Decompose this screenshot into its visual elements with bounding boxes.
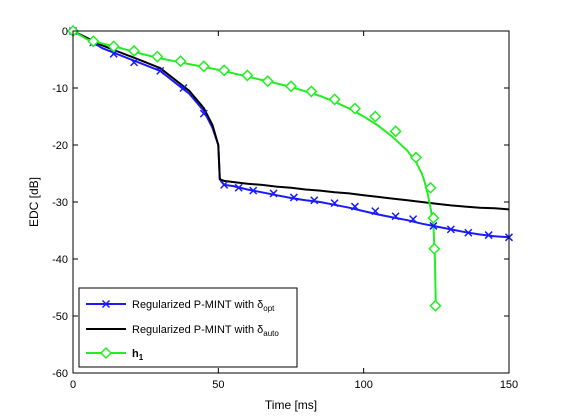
x-marker-stroke [330, 199, 339, 208]
x-marker-stroke [409, 215, 418, 224]
x-marker-stroke [234, 183, 243, 192]
data-point-pmint-opt [464, 228, 473, 237]
legend-label-main: h [132, 348, 139, 360]
data-point-pmint-opt [391, 212, 400, 221]
data-point-h1 [409, 151, 423, 164]
legend-marker-2 [99, 346, 113, 360]
data-point-pmint-opt [409, 215, 418, 224]
data-point-pmint-opt [156, 66, 165, 75]
x-marker-stroke [289, 193, 298, 202]
data-point-pmint-opt [429, 221, 438, 230]
y-tick-label: -30 [52, 197, 68, 209]
y-tick-label: -20 [52, 140, 68, 152]
legend-label-main: Regularized P-MINT with δ [132, 299, 263, 311]
data-point-h1 [174, 55, 187, 68]
x-marker-stroke [130, 58, 139, 67]
ticks-layer: 0 50 100 150 0 -10 -20 -30 -40 -50 -60 [52, 26, 518, 391]
x-marker-stroke [109, 49, 118, 58]
data-point-h1 [197, 60, 210, 73]
legend-label-subscript: auto [263, 329, 279, 338]
data-point-h1 [389, 125, 402, 138]
legend: Regularized P-MINT with δoptRegularized … [78, 287, 298, 368]
data-point-pmint-opt [371, 207, 380, 216]
data-point-h1 [427, 211, 440, 225]
x-marker-stroke [464, 228, 473, 237]
x-marker-stroke [269, 189, 278, 198]
x-marker-stroke [310, 196, 319, 205]
x-marker-stroke [179, 83, 188, 93]
series-line-pmint-opt [72, 30, 510, 239]
x-marker-stroke [101, 299, 111, 309]
x-marker-stroke [199, 109, 208, 118]
legend-label-subscript: opt [263, 304, 275, 313]
data-point-pmint-opt [130, 58, 139, 67]
x-tick-label: 0 [70, 379, 76, 391]
y-tick-label: -10 [52, 83, 68, 95]
x-marker-stroke [429, 221, 438, 230]
data-point-h1 [218, 64, 231, 77]
x-marker-stroke [391, 212, 400, 221]
series-layer [66, 24, 514, 312]
data-point-pmint-opt [220, 180, 229, 189]
legend-marker-0 [101, 299, 111, 309]
legend-label-main: Regularized P-MINT with δ [132, 324, 263, 336]
x-marker-stroke [156, 66, 165, 75]
data-point-pmint-opt [249, 186, 258, 195]
x-tick-label: 50 [212, 379, 224, 391]
data-point-pmint-opt [310, 196, 319, 205]
data-point-h1 [127, 44, 141, 58]
x-marker-stroke [371, 207, 380, 216]
data-point-pmint-opt [179, 83, 188, 93]
y-axis-label: EDC [dB] [27, 177, 41, 227]
data-point-pmint-opt [330, 199, 339, 208]
data-point-pmint-opt [484, 231, 493, 240]
legend-label-subscript: 1 [139, 353, 144, 362]
data-point-h1 [284, 80, 298, 93]
data-point-h1 [151, 50, 164, 63]
data-point-h1 [428, 242, 441, 255]
data-point-pmint-opt [269, 189, 278, 198]
legend-label-2: h1 [132, 348, 144, 362]
y-tick-label: -40 [52, 254, 68, 266]
data-point-h1 [348, 102, 362, 115]
series-line-h1 [72, 30, 437, 305]
legend-label-0: Regularized P-MINT with δopt [132, 299, 275, 313]
x-marker-stroke [220, 180, 229, 189]
data-point-pmint-opt [199, 109, 208, 118]
legend-label-1: Regularized P-MINT with δauto [132, 324, 279, 338]
data-point-h1 [305, 85, 318, 98]
y-tick-label: -60 [52, 368, 68, 380]
x-axis-label: Time [ms] [265, 398, 317, 412]
data-point-h1 [87, 35, 100, 48]
data-point-h1 [429, 299, 442, 312]
data-point-pmint-opt [350, 202, 359, 211]
data-point-pmint-opt [446, 225, 455, 234]
data-point-pmint-opt [234, 183, 243, 192]
y-tick-label: 0 [62, 26, 68, 38]
data-point-h1 [424, 181, 437, 194]
data-point-pmint-opt [289, 193, 298, 202]
data-point-pmint-opt [109, 49, 118, 58]
data-point-h1 [107, 40, 120, 53]
x-marker-stroke [249, 186, 258, 195]
x-marker-stroke [350, 202, 359, 211]
x-tick-label: 150 [500, 379, 518, 391]
data-point-h1 [369, 110, 382, 123]
y-tick-label: -50 [52, 311, 68, 323]
data-point-h1 [261, 75, 274, 88]
x-tick-label: 100 [354, 379, 372, 391]
x-marker-stroke [484, 231, 493, 240]
data-point-h1 [241, 69, 254, 82]
data-point-h1 [328, 93, 341, 106]
x-marker-stroke [446, 225, 455, 234]
